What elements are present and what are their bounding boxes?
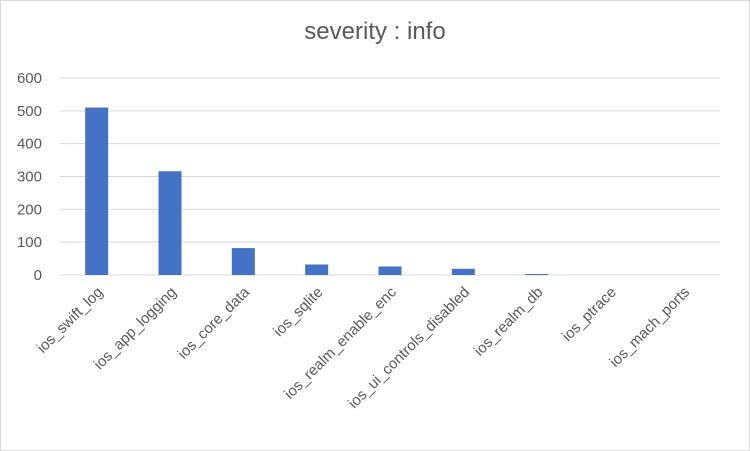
y-tick-label: 500 — [17, 103, 42, 120]
y-tick-label: 400 — [17, 136, 42, 153]
y-axis-ticks: 0 100 200 300 400 500 600 — [17, 70, 42, 284]
y-tick-label: 0 — [34, 267, 42, 284]
x-tick-label: ios_ui_controls_disabled — [345, 284, 473, 412]
bar-ios_swift_log — [85, 107, 109, 275]
x-axis-labels: ios_swift_logios_app_loggingios_core_dat… — [34, 283, 693, 412]
bar-ios_realm_db — [525, 274, 549, 275]
y-tick-label: 300 — [17, 169, 42, 186]
bar-ios_core_data — [231, 248, 255, 275]
chart-title: severity : info — [304, 18, 446, 45]
y-tick-label: 200 — [17, 201, 42, 218]
bar-ios_ui_controls_disabled — [451, 268, 475, 275]
x-tick-label: ios_mach_ports — [606, 284, 693, 371]
bar-ios_realm_enable_enc — [378, 266, 402, 275]
bar-ios_app_logging — [158, 171, 182, 275]
y-tick-label: 100 — [17, 234, 42, 251]
x-tick-label: ios_sqlite — [270, 284, 326, 340]
bars — [85, 107, 549, 275]
x-tick-label: ios_realm_db — [471, 284, 547, 360]
x-tick-label: ios_core_data — [175, 283, 254, 362]
bar-ios_sqlite — [305, 264, 329, 275]
x-tick-label: ios_swift_log — [34, 284, 107, 357]
y-tick-label: 600 — [17, 70, 42, 87]
x-tick-label: ios_ptrace — [559, 284, 620, 345]
